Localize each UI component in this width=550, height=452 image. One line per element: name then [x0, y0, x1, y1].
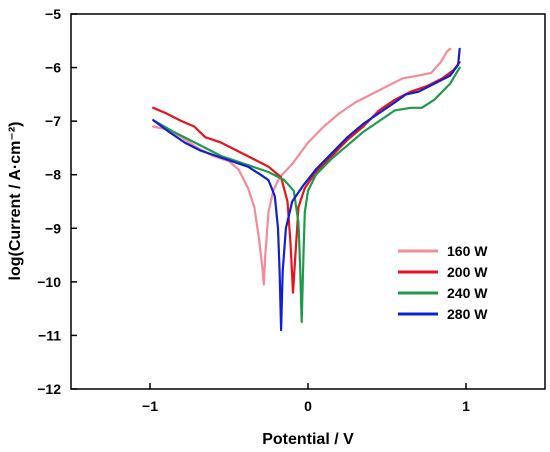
x-tick-label: 1: [462, 398, 470, 414]
series-line-0: [152, 47, 452, 286]
y-tick-label: −10: [37, 274, 61, 290]
y-tick-label: −6: [45, 60, 61, 76]
plot-frame: [70, 13, 546, 390]
series-line-3: [152, 47, 461, 332]
y-axis-title: log(Current / A·cm⁻²): [7, 122, 24, 281]
x-tick-label: −1: [142, 398, 158, 414]
legend-label-0: 160 W: [447, 243, 488, 259]
y-tick-label: −9: [45, 220, 61, 236]
y-tick-label: −7: [45, 113, 61, 129]
ticks-layer: −1 0 1−12−11−10−9−8−7−6−5: [37, 6, 470, 414]
y-tick-label: −8: [45, 167, 61, 183]
y-tick-label: −12: [37, 381, 61, 397]
series-line-1: [152, 61, 461, 294]
x-tick-label: 0: [304, 398, 312, 414]
legend: 160 W 200 W 240 W 280 W: [398, 243, 488, 322]
y-tick-label: −5: [45, 6, 61, 22]
series-layer: [152, 47, 461, 332]
legend-label-1: 200 W: [447, 264, 488, 280]
x-axis-title: Potential / V: [262, 431, 354, 448]
legend-label-2: 240 W: [447, 285, 488, 301]
series-line-2: [153, 66, 461, 324]
legend-label-3: 280 W: [447, 306, 488, 322]
y-tick-label: −11: [38, 327, 61, 343]
